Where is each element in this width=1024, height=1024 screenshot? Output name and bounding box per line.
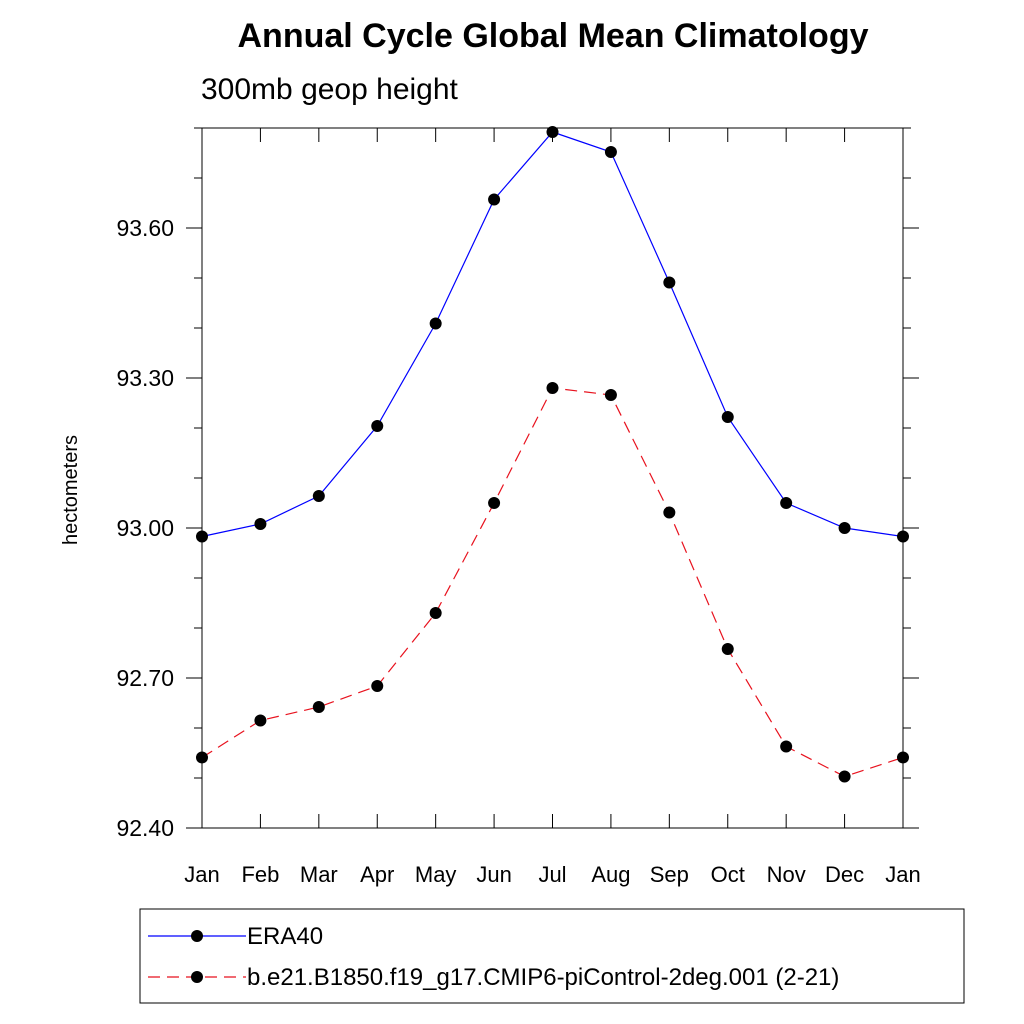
series-line-1 <box>201 131 904 538</box>
data-point <box>312 701 325 713</box>
x-tick-label: Nov <box>767 862 806 887</box>
data-point <box>312 490 325 502</box>
data-point <box>429 317 442 330</box>
y-tick-label: 93.30 <box>116 365 174 391</box>
x-tick-label: Apr <box>360 862 394 887</box>
legend-label-2: b.e21.B1850.f19_g17.CMIP6-piControl-2deg… <box>247 964 839 991</box>
data-point <box>838 770 851 783</box>
x-tick-label: Sep <box>650 862 689 887</box>
y-tick-label: 93.00 <box>116 515 174 541</box>
data-point <box>780 497 793 509</box>
y-axis-label: hectometers <box>60 435 82 545</box>
data-point <box>254 714 267 727</box>
y-tick-label: 92.70 <box>116 665 174 691</box>
data-point <box>429 607 442 619</box>
legend-marker-1 <box>191 930 203 942</box>
data-point <box>371 420 384 432</box>
data-point <box>546 382 559 394</box>
legend-marker-2 <box>191 971 203 983</box>
data-point <box>663 276 676 289</box>
x-tick-label: Dec <box>825 862 864 887</box>
x-tick-label: Jul <box>538 862 566 887</box>
data-point <box>488 193 501 206</box>
x-tick-label: Feb <box>241 862 279 887</box>
y-tick-label: 93.60 <box>116 215 174 241</box>
x-tick-label: Jun <box>476 862 511 887</box>
legend-label-1: ERA40 <box>247 923 323 950</box>
data-point <box>721 643 734 655</box>
data-point <box>604 389 617 401</box>
data-point <box>663 506 676 519</box>
data-point <box>488 497 501 509</box>
chart-title: Annual Cycle Global Mean Climatology <box>238 17 869 55</box>
data-point <box>604 146 617 158</box>
x-tick-label: Jan <box>885 862 920 887</box>
x-tick-label: Oct <box>711 862 745 887</box>
data-point <box>780 740 793 753</box>
plot-frame <box>201 127 904 829</box>
y-tick-label: 92.40 <box>116 815 174 841</box>
x-tick-label: Jan <box>184 862 219 887</box>
data-point <box>371 680 384 692</box>
data-point <box>721 411 734 423</box>
legend-box <box>139 908 965 1004</box>
chart-subtitle: 300mb geop height <box>201 73 459 106</box>
series-line-2 <box>201 387 904 778</box>
x-tick-label: Mar <box>300 862 338 887</box>
x-tick-label: Aug <box>591 862 630 887</box>
data-point <box>838 522 851 534</box>
data-point <box>254 518 267 530</box>
x-tick-label: May <box>415 862 457 887</box>
